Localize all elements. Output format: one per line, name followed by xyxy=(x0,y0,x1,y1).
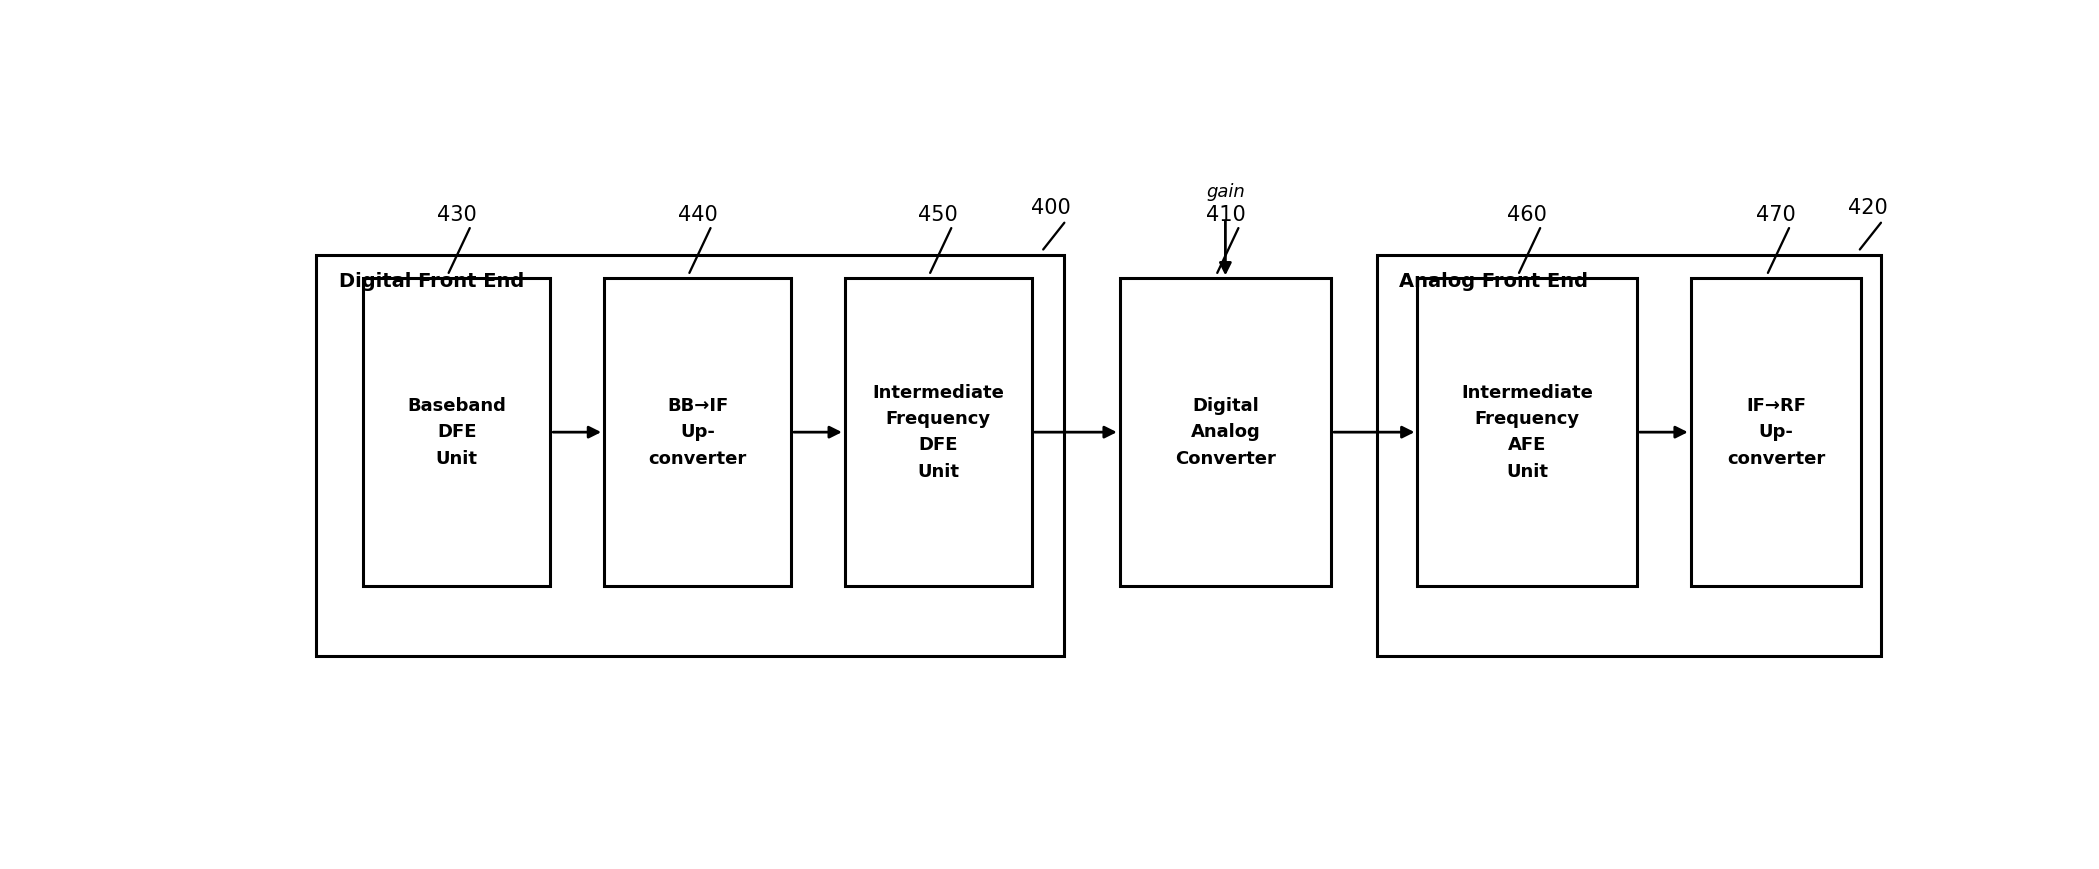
Text: IF→RF
Up-
converter: IF→RF Up- converter xyxy=(1727,397,1826,468)
Text: Intermediate
Frequency
AFE
Unit: Intermediate Frequency AFE Unit xyxy=(1461,383,1593,481)
Text: BB→IF
Up-
converter: BB→IF Up- converter xyxy=(649,397,747,468)
Bar xyxy=(1690,278,1862,586)
Text: Baseband
DFE
Unit: Baseband DFE Unit xyxy=(407,397,506,468)
Text: 430: 430 xyxy=(437,205,476,225)
Text: Intermediate
Frequency
DFE
Unit: Intermediate Frequency DFE Unit xyxy=(873,383,1003,481)
Text: 420: 420 xyxy=(1847,198,1887,218)
Text: 410: 410 xyxy=(1205,205,1245,225)
Bar xyxy=(605,278,791,586)
Bar xyxy=(1119,278,1331,586)
Text: 400: 400 xyxy=(1031,198,1070,218)
Text: Analog Front End: Analog Front End xyxy=(1400,272,1589,290)
Bar xyxy=(363,278,550,586)
Bar xyxy=(844,278,1033,586)
Bar xyxy=(317,255,1064,656)
Text: 440: 440 xyxy=(678,205,718,225)
Text: gain: gain xyxy=(1207,183,1245,202)
Text: 470: 470 xyxy=(1757,205,1797,225)
Bar xyxy=(1417,278,1637,586)
Bar xyxy=(1377,255,1881,656)
Text: 460: 460 xyxy=(1507,205,1547,225)
Text: Digital
Analog
Converter: Digital Analog Converter xyxy=(1175,397,1276,468)
Text: 450: 450 xyxy=(919,205,957,225)
Text: Digital Front End: Digital Front End xyxy=(338,272,525,290)
